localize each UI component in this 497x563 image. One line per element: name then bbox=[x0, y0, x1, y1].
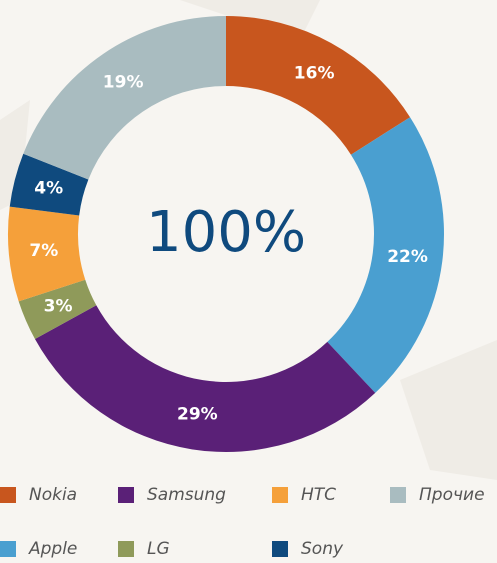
value-label: 19% bbox=[103, 73, 144, 93]
center-label: 100% bbox=[146, 200, 306, 265]
legend-swatch bbox=[0, 487, 16, 503]
donut-slice bbox=[226, 16, 411, 155]
legend-swatch bbox=[0, 541, 16, 557]
map-shape bbox=[400, 340, 497, 480]
value-label: 22% bbox=[387, 247, 428, 267]
donut-slice bbox=[23, 16, 226, 180]
legend-swatch bbox=[272, 541, 288, 557]
legend-swatch bbox=[390, 487, 406, 503]
value-label: 4% bbox=[34, 178, 63, 198]
legend-swatch bbox=[118, 541, 134, 557]
legend-label: Sony bbox=[301, 539, 344, 559]
legend-label: Прочие bbox=[419, 485, 485, 505]
value-label: 16% bbox=[294, 64, 335, 84]
donut-slice bbox=[8, 206, 86, 302]
legend-label: HTC bbox=[301, 485, 336, 505]
legend-label: Nokia bbox=[29, 485, 77, 505]
value-label: 3% bbox=[44, 297, 73, 317]
value-label: 29% bbox=[177, 405, 218, 425]
legend-label: Samsung bbox=[147, 485, 226, 505]
donut-slice bbox=[327, 117, 444, 393]
legend-swatch bbox=[272, 487, 288, 503]
donut-slice bbox=[18, 279, 97, 340]
legend-swatch bbox=[118, 487, 134, 503]
legend-label: Apple bbox=[28, 539, 77, 559]
value-label: 7% bbox=[29, 241, 58, 261]
legend-label: LG bbox=[147, 539, 170, 559]
donut-slice bbox=[34, 305, 376, 452]
donut-slice bbox=[9, 153, 89, 216]
map-shape bbox=[0, 100, 30, 210]
